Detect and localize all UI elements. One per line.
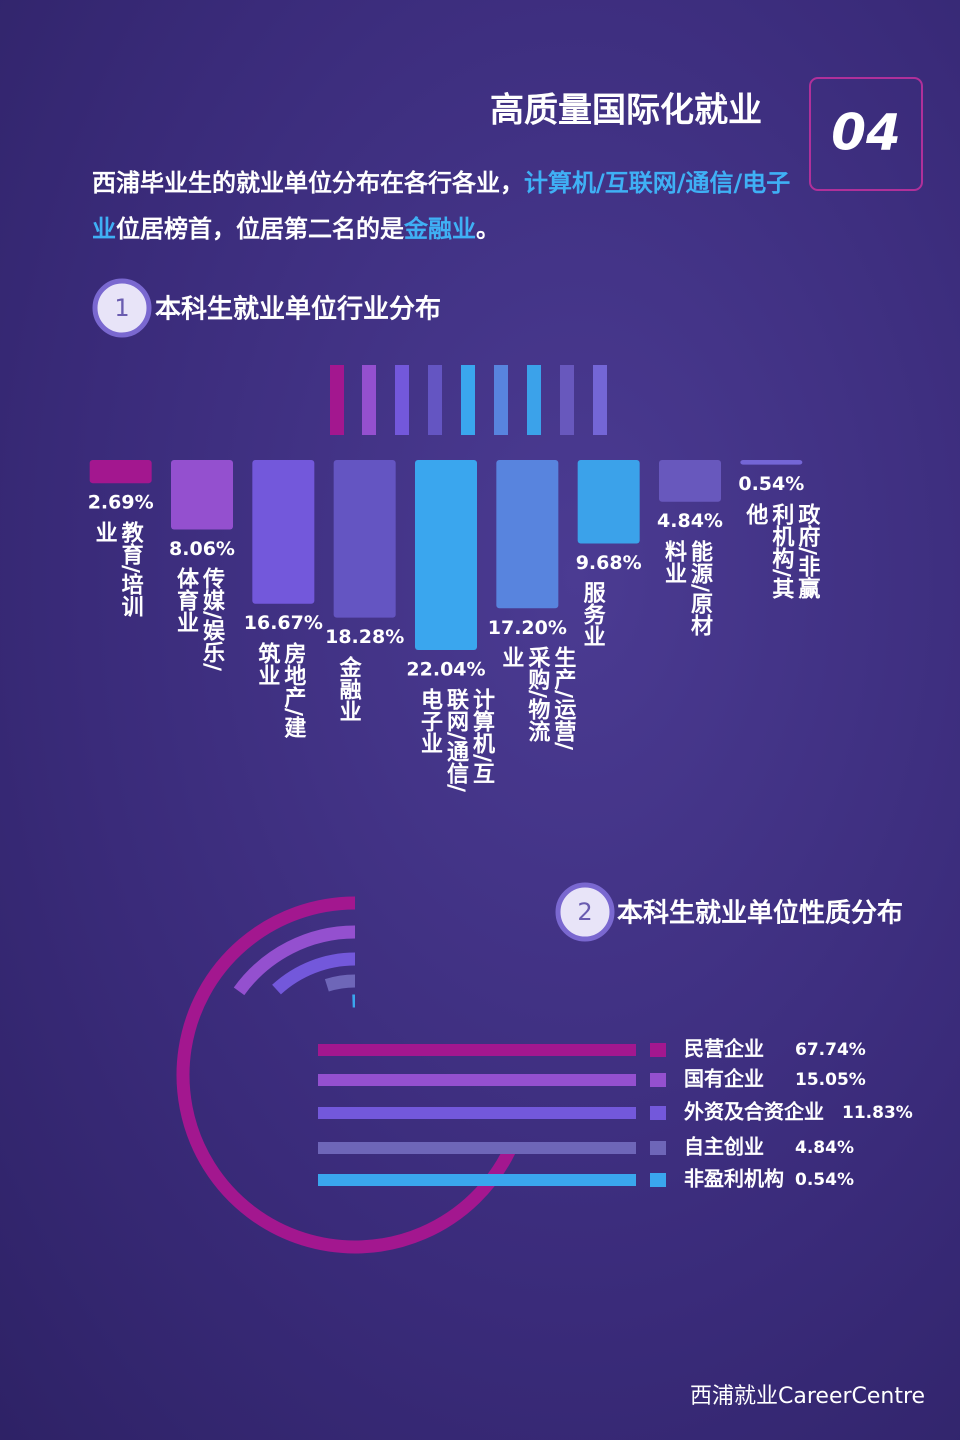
- category-label: 服务业: [579, 581, 605, 648]
- section-badge: [92, 278, 152, 338]
- decor-stripes: [330, 365, 607, 435]
- value-label: 22.04%: [406, 659, 485, 681]
- section-number: 1: [114, 294, 129, 322]
- category-label: 生产/运营/采购/物流业: [498, 646, 576, 751]
- bar: [577, 460, 640, 544]
- bar: [89, 460, 152, 484]
- arc: [176, 896, 516, 1254]
- bar: [659, 460, 721, 502]
- section-title: 本科生就业单位性质分布: [617, 898, 903, 929]
- value-label: 4.84%: [795, 1138, 854, 1158]
- category-label: 政府/非赢利机构/其他: [742, 502, 820, 599]
- value-label: 18.28%: [325, 626, 404, 648]
- bar: [333, 460, 396, 618]
- arc: [324, 974, 356, 992]
- value-label: 15.05%: [795, 1070, 866, 1090]
- section-number: 2: [577, 898, 592, 926]
- category-label: 教育/培训业: [91, 521, 143, 618]
- legend-swatch: [650, 1106, 666, 1120]
- category-label: 房地产/建筑业: [254, 641, 306, 738]
- value-label: 11.83%: [842, 1103, 913, 1123]
- value-label: 16.67%: [244, 612, 323, 634]
- value-label: 4.84%: [657, 510, 723, 532]
- intro: 西浦毕业生的就业单位分布在各行各业，计算机/互联网/通信/电子业位居榜首，位居第…: [92, 160, 792, 252]
- intro-text: 。: [476, 215, 500, 243]
- legend-label: 民营企业: [684, 1037, 764, 1061]
- legend-swatch: [650, 1043, 666, 1057]
- badge-frame: [809, 77, 923, 191]
- value-label: 17.20%: [488, 617, 567, 639]
- legend-label: 外资及合资企业: [684, 1100, 824, 1124]
- category-label: 金融业: [335, 655, 361, 722]
- value-label: 67.74%: [795, 1040, 866, 1060]
- section-title: 本科生就业单位行业分布: [155, 294, 441, 325]
- legend-label: 自主创业: [684, 1135, 764, 1159]
- value-label: 0.54%: [795, 1170, 854, 1190]
- value-label: 9.68%: [576, 552, 642, 574]
- footer: 西浦就业CareerCentre: [690, 1384, 925, 1409]
- badge: 04: [831, 104, 901, 162]
- bar: [252, 460, 315, 604]
- legend-swatch: [650, 1073, 666, 1087]
- bar: [415, 460, 477, 650]
- arc: [233, 925, 356, 996]
- intro-highlight: 计算机/互联网/通信/电子业: [92, 169, 791, 243]
- legend-swatch: [650, 1141, 666, 1155]
- legend-swatch: [650, 1173, 666, 1187]
- legend-label: 国有企业: [684, 1067, 764, 1091]
- bar: [496, 460, 559, 609]
- section-badge: [555, 882, 615, 942]
- intro-highlight: 金融业: [404, 215, 476, 243]
- category-label: 计算机/互联网/通信/电子业: [417, 688, 494, 793]
- intro-text: 位居榜首，位居第二名的是: [116, 215, 404, 243]
- value-label: 8.06%: [169, 538, 235, 560]
- legend-label: 非盈利机构: [684, 1167, 784, 1191]
- bar: [171, 460, 233, 530]
- page-title: 高质量国际化就业: [490, 91, 762, 131]
- value-label: 2.69%: [88, 492, 154, 514]
- value-label: 0.54%: [738, 473, 804, 495]
- arc: [272, 952, 356, 995]
- category-label: 传媒/娱乐/体育业: [173, 567, 224, 672]
- bar: [740, 460, 803, 465]
- intro-text: 西浦毕业生的就业单位分布在各行各业，: [92, 169, 524, 197]
- category-label: 能源/原材料业: [661, 539, 712, 636]
